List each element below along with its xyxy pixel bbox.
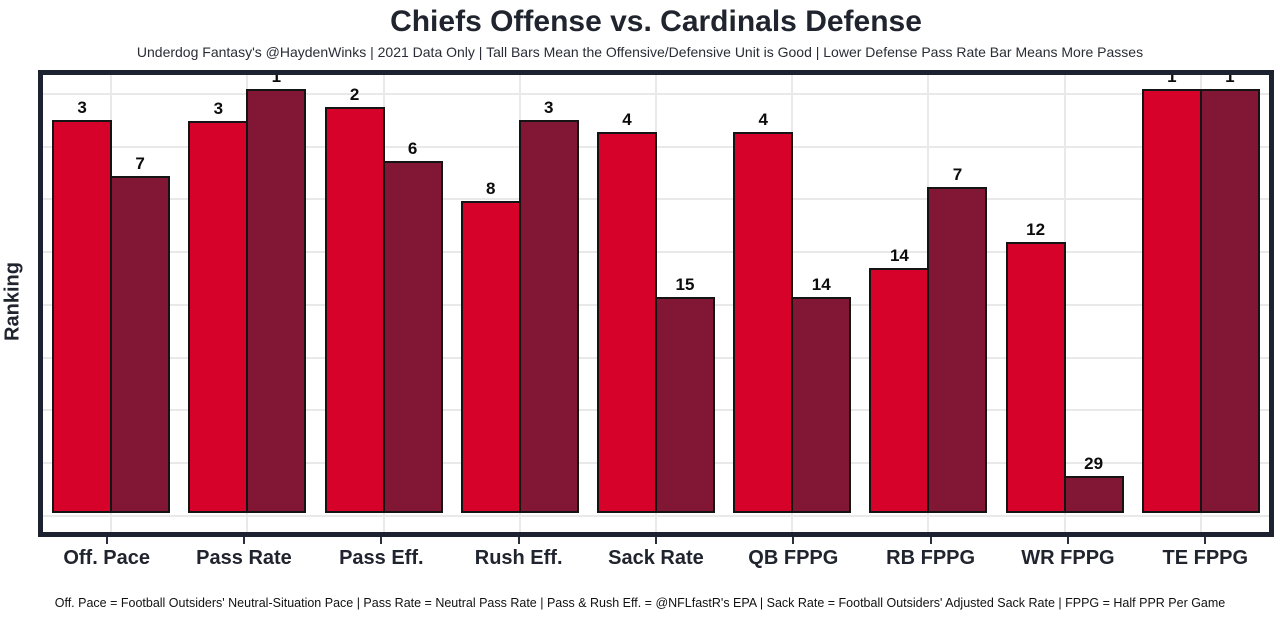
cardinals-defense-bar-wr-fppg: 29 (1063, 454, 1124, 513)
x-axis-label-te-fppg: TE FPPG (1162, 547, 1249, 569)
bar-group-wr-fppg: 12 29 (997, 75, 1133, 532)
x-axis-cell-te-fppg: TE FPPG (1137, 537, 1274, 570)
chiefs-offense-rank-label-pass-rate: 3 (213, 99, 224, 118)
x-axis-label-pass-eff: Pass Eff. (339, 547, 424, 569)
x-axis-tick (380, 537, 383, 544)
chiefs-offense-rank-label-off-pace: 3 (77, 98, 87, 117)
footnote: Off. Pace = Football Outsiders' Neutral-… (54, 596, 1226, 610)
plot-frame: 3 7 3 1 2 6 8 3 4 15 4 14 14 7 12 29 1 1 (38, 70, 1274, 537)
chiefs-offense-bar-rush-eff: 8 (460, 179, 521, 513)
cardinals-defense-rank-label-pass-eff: 6 (407, 139, 418, 158)
bar-group-sack-rate: 4 15 (588, 75, 724, 532)
chiefs-offense-bar-wr-fppg: 12 (1005, 220, 1066, 513)
plot-area: 3 7 3 1 2 6 8 3 4 15 4 14 14 7 12 29 1 1 (43, 75, 1269, 532)
x-axis-tick (1066, 537, 1069, 544)
cardinals-defense-rank-label-qb-fppg: 14 (811, 275, 831, 294)
x-axis-cell-wr-fppg: WR FPPG (999, 537, 1136, 570)
x-axis: Off. Pace Pass Rate Pass Eff. Rush Eff. Sack… (38, 537, 1274, 570)
cardinals-defense-bar-qb-fppg: 14 (791, 275, 852, 513)
chiefs-offense-bar-te-fppg: 1 (1141, 75, 1202, 513)
chiefs-offense-bar-off-pace: 3 (52, 98, 113, 513)
x-axis-label-off-pace: Off. Pace (63, 547, 151, 569)
chiefs-offense-rank-label-sack-rate: 4 (622, 110, 632, 129)
cardinals-defense-rank-label-sack-rate: 15 (675, 275, 695, 294)
bar-group-rb-fppg: 14 7 (860, 75, 996, 532)
cardinals-defense-rank-label-pass-rate: 1 (271, 75, 282, 86)
x-axis-label-rush-eff: Rush Eff. (474, 547, 563, 569)
cardinals-defense-bar-rb-fppg: 7 (927, 165, 988, 513)
cardinals-defense-bar-off-pace: 7 (110, 154, 171, 513)
chiefs-offense-rank-label-qb-fppg: 4 (758, 110, 768, 129)
bar-group-qb-fppg: 4 14 (724, 75, 860, 532)
x-axis-label-rb-fppg: RB FPPG (886, 547, 976, 569)
cardinals-defense-rank-label-rb-fppg: 7 (952, 165, 963, 184)
chiefs-offense-bar-sack-rate: 4 (596, 110, 657, 513)
x-axis-tick (929, 537, 932, 544)
cardinals-defense-rank-label-wr-fppg: 29 (1084, 454, 1104, 473)
x-axis-tick (517, 537, 520, 544)
x-axis-tick (1204, 537, 1207, 544)
cardinals-defense-rank-label-rush-eff: 3 (544, 98, 554, 117)
chiefs-offense-bar-pass-rate: 3 (188, 99, 249, 513)
chiefs-offense-rank-label-rb-fppg: 14 (889, 246, 909, 265)
chiefs-offense-rank-label-rush-eff: 8 (486, 179, 496, 198)
x-axis-label-pass-rate: Pass Rate (196, 547, 292, 569)
chart-subtitle: Underdog Fantasy's @HaydenWinks | 2021 D… (136, 44, 1144, 60)
chiefs-offense-bar-qb-fppg: 4 (733, 110, 794, 513)
cardinals-defense-bar-pass-rate: 1 (246, 75, 307, 513)
x-axis-tick (654, 537, 657, 544)
x-axis-label-sack-rate: Sack Rate (608, 547, 704, 569)
x-axis-cell-rush-eff: Rush Eff. (450, 537, 587, 570)
x-axis-label-qb-fppg: QB FPPG (748, 547, 839, 569)
y-axis-label: Ranking (1, 262, 24, 341)
chiefs-offense-rank-label-te-fppg: 1 (1167, 75, 1177, 86)
cardinals-defense-bar-pass-eff: 6 (382, 139, 443, 513)
cardinals-defense-bar-te-fppg: 1 (1199, 75, 1260, 513)
cardinals-defense-bar-rush-eff: 3 (518, 98, 579, 513)
cardinals-defense-rank-label-off-pace: 7 (135, 154, 145, 173)
x-axis-cell-pass-rate: Pass Rate (175, 537, 312, 570)
chiefs-offense-bar-pass-eff: 2 (324, 85, 385, 513)
cardinals-defense-bar-sack-rate: 15 (654, 275, 715, 513)
x-axis-tick (105, 537, 108, 544)
chart-title: Chiefs Offense vs. Cardinals Defense (390, 5, 922, 38)
x-axis-tick (242, 537, 245, 544)
x-axis-cell-pass-eff: Pass Eff. (313, 537, 450, 570)
x-axis-cell-off-pace: Off. Pace (38, 537, 175, 570)
x-axis-cell-sack-rate: Sack Rate (587, 537, 724, 570)
cardinals-defense-rank-label-te-fppg: 1 (1225, 75, 1235, 86)
x-axis-tick (792, 537, 795, 544)
chiefs-offense-bar-rb-fppg: 14 (869, 246, 930, 513)
x-axis-cell-rb-fppg: RB FPPG (862, 537, 999, 570)
bar-groups: 3 7 3 1 2 6 8 3 4 15 4 14 14 7 12 29 1 1 (43, 75, 1269, 532)
x-axis-label-wr-fppg: WR FPPG (1021, 547, 1115, 569)
chiefs-offense-rank-label-pass-eff: 2 (349, 85, 360, 104)
x-axis-cell-qb-fppg: QB FPPG (725, 537, 862, 570)
chiefs-offense-rank-label-wr-fppg: 12 (1026, 220, 1046, 239)
